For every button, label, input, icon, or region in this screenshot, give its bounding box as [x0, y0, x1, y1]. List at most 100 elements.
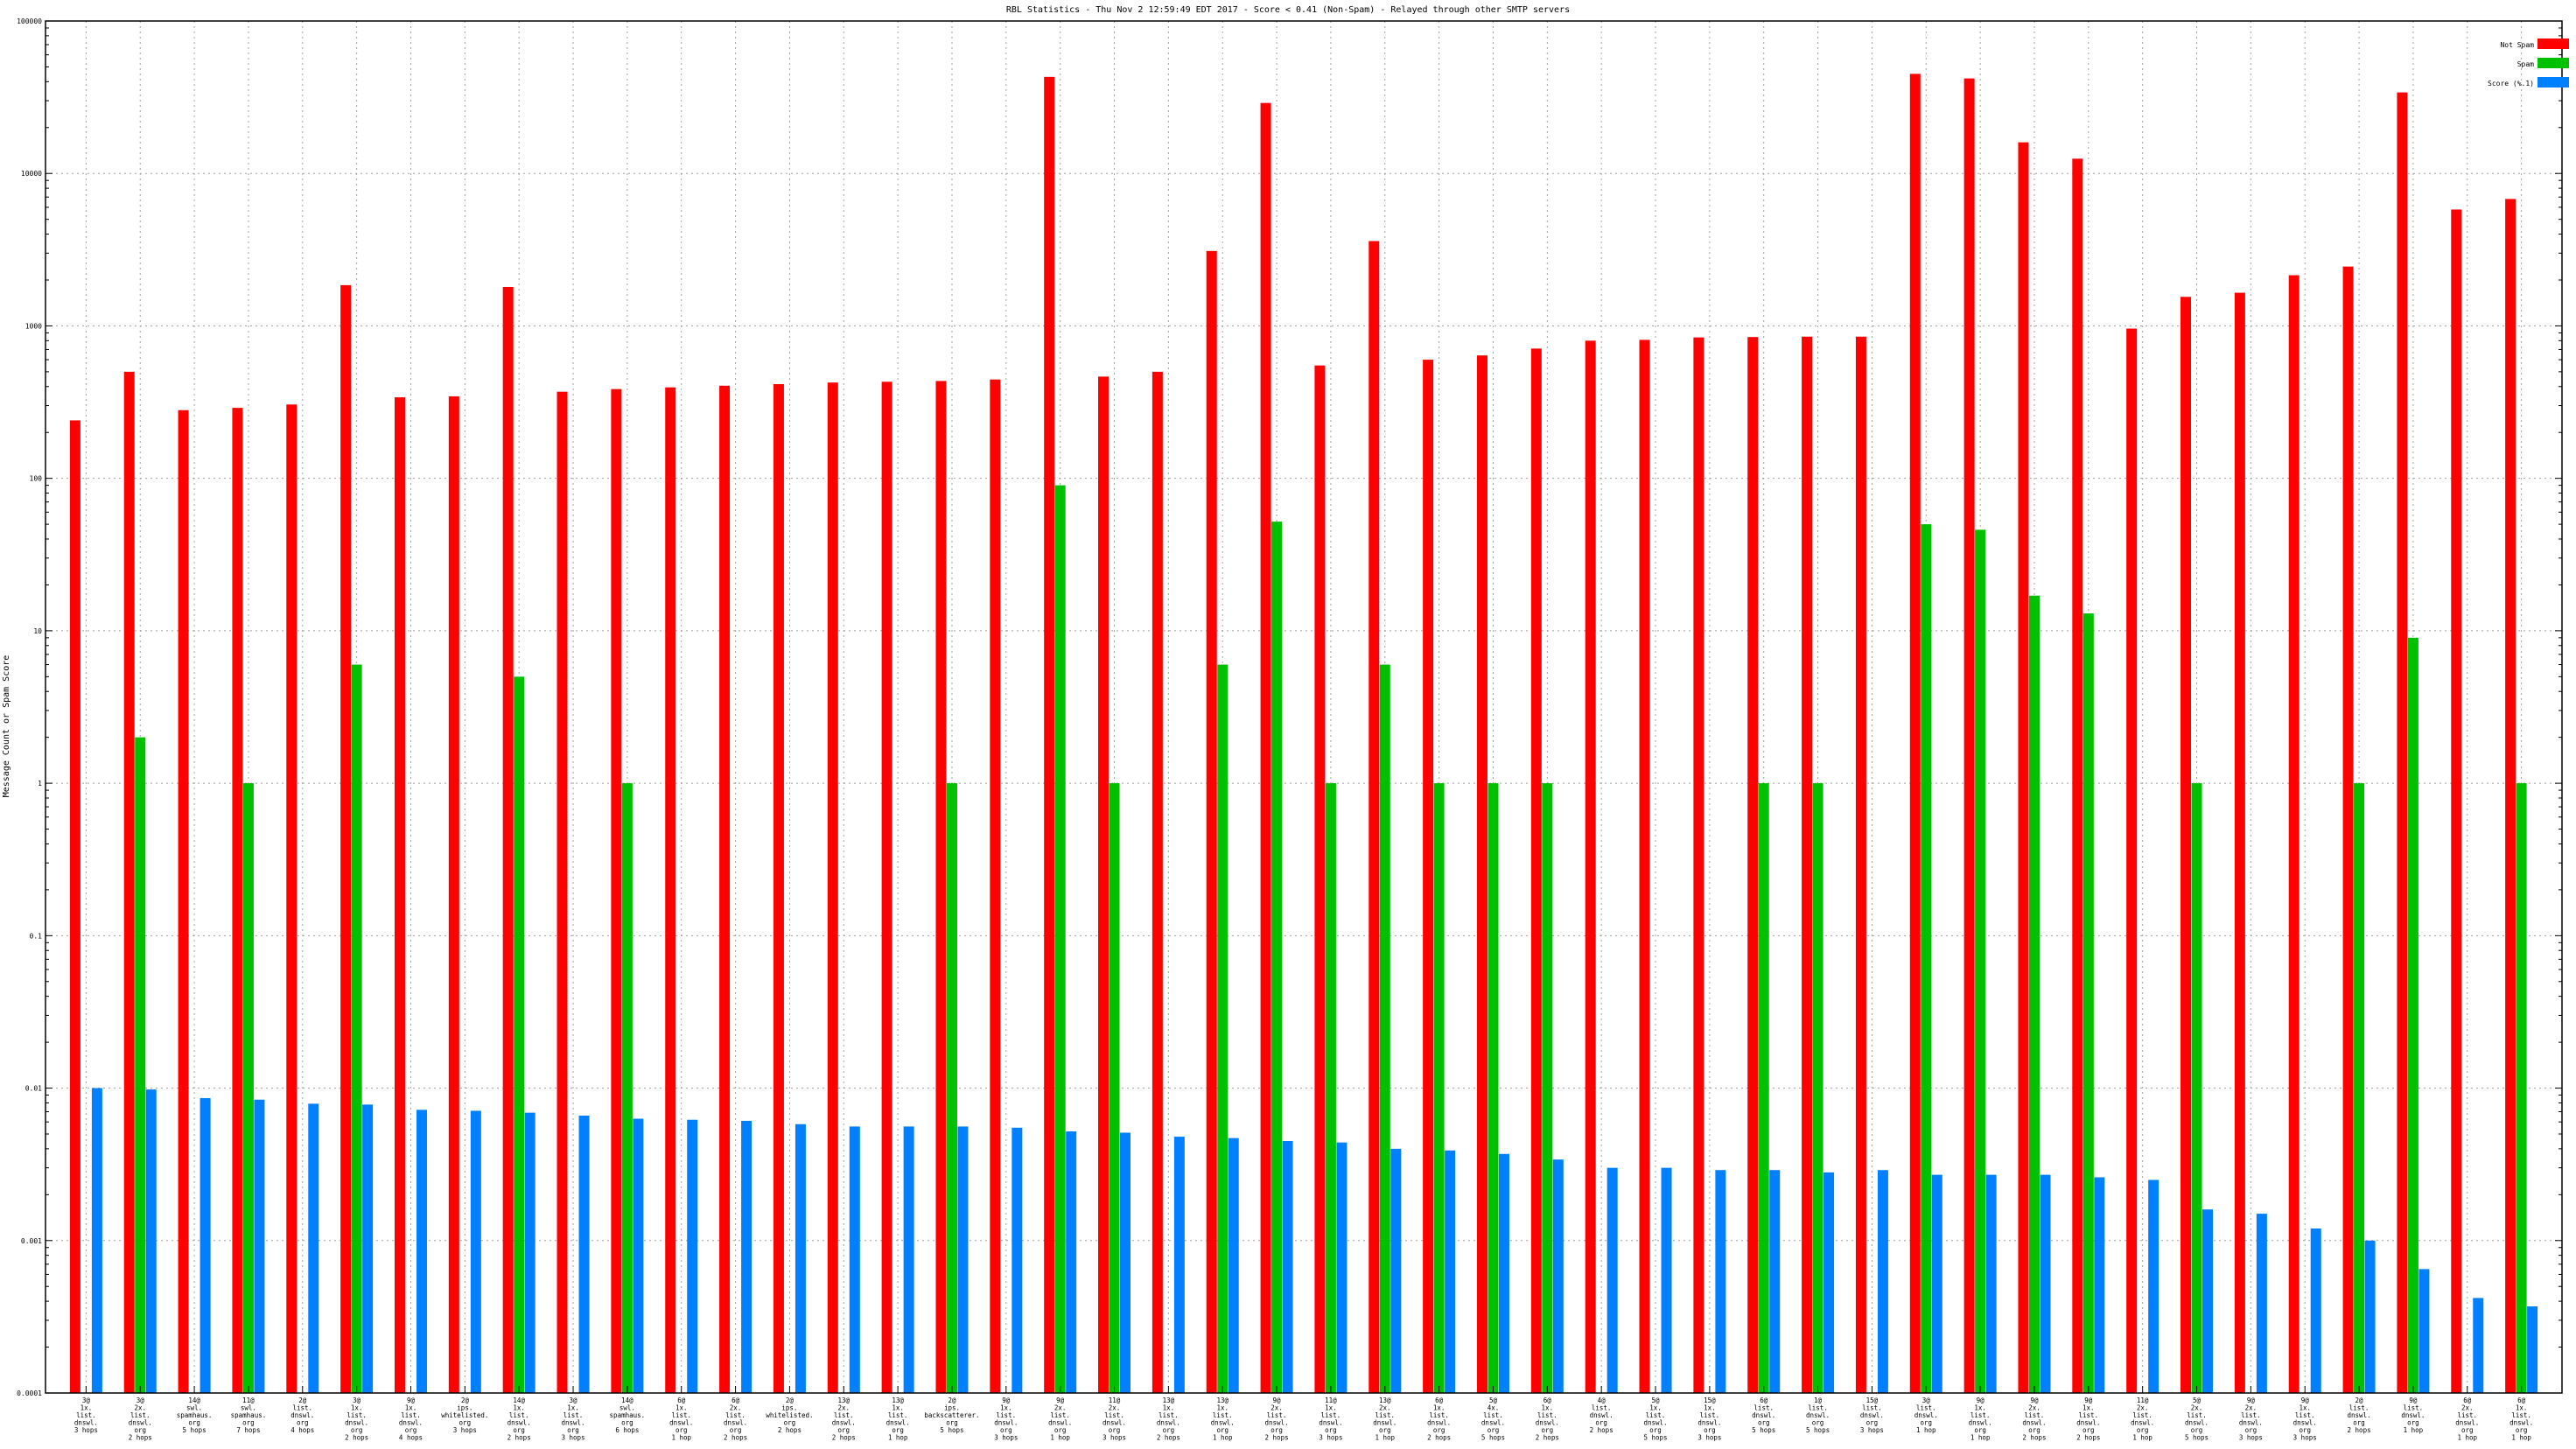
bar-not-spam — [1855, 336, 1866, 1394]
x-tick-label: 9@ 1x. list. dnswl. org 3 hops — [2293, 1396, 2317, 1442]
bar-score-1 — [1552, 1159, 1564, 1393]
bar-spam — [1758, 783, 1769, 1393]
bar-score-1 — [1445, 1150, 1456, 1393]
bar-spam — [2082, 613, 2094, 1393]
x-tick-label: 2@ list. dnswl. org 4 hops — [290, 1396, 314, 1434]
x-tick-label: 11@ 1x. list. dnswl. org 3 hops — [1319, 1396, 1342, 1442]
bar-spam — [2028, 595, 2040, 1393]
x-tick-label: 1@ list. dnswl. org 5 hops — [1806, 1396, 1830, 1434]
x-tick-label: 14@ swl. spamhaus. org 6 hops — [610, 1396, 646, 1434]
bar-score-1 — [633, 1118, 644, 1393]
bar-not-spam — [935, 381, 947, 1394]
bar-score-1 — [957, 1126, 969, 1393]
bar-score-1 — [1390, 1148, 1402, 1393]
bar-score-1 — [2310, 1228, 2321, 1393]
x-tick-label: 13@ 1x. list. dnswl. org 1 hop — [886, 1396, 910, 1442]
bar-score-1 — [794, 1124, 806, 1393]
bar-score-1 — [91, 1088, 102, 1393]
bar-score-1 — [578, 1115, 590, 1393]
bar-score-1 — [741, 1120, 752, 1393]
bars — [69, 74, 2538, 1394]
bar-not-spam — [773, 383, 784, 1393]
axis-ticks: 0.0001 0.001 0.01 0.1 1 10 100 1000 10000 100000 3… — [17, 18, 2562, 1442]
x-tick-label: 9@ list. dnswl. org 1 hop — [2401, 1396, 2425, 1434]
bar-not-spam — [1314, 365, 1326, 1393]
bar-not-spam — [990, 379, 1001, 1393]
x-tick-label: 9@ 1x. list. dnswl. org 2 hops — [2076, 1396, 2100, 1442]
bar-spam — [1488, 783, 1499, 1393]
bar-score-1 — [2527, 1306, 2538, 1393]
x-tick-label: 5@ 1x. list. dnswl. org 5 hops — [1643, 1396, 1667, 1442]
chart-title: RBL Statistics - Thu Nov 2 12:59:49 EDT … — [1006, 5, 1570, 15]
bar-not-spam — [2342, 266, 2354, 1393]
bar-spam — [1325, 783, 1336, 1393]
bar-spam — [1271, 522, 1283, 1393]
y-tick-label: 10 — [33, 627, 42, 635]
y-tick-label: 10000 — [21, 170, 42, 178]
bar-spam — [2354, 783, 2365, 1393]
bar-spam — [351, 664, 362, 1393]
x-tick-label: 13@ 1x. list. dnswl. org 1 hop — [1211, 1396, 1235, 1442]
y-tick-label: 0.01 — [25, 1085, 42, 1093]
bar-score-1 — [1985, 1174, 1997, 1393]
x-tick-label: 3@ 1x. list. dnswl. 3 hops — [74, 1396, 98, 1434]
x-tick-label: 6@ 2x. list. dnswl. org 1 hop — [2455, 1396, 2479, 1442]
bar-not-spam — [448, 396, 459, 1394]
bar-not-spam — [1260, 102, 1271, 1393]
bar-spam — [2516, 783, 2527, 1393]
bar-not-spam — [2451, 209, 2462, 1393]
x-tick-label: 9@ 2x. list. dnswl. org 1 hop — [1048, 1396, 1072, 1442]
bar-not-spam — [665, 387, 676, 1393]
x-tick-label: 13@ 2x. list. dnswl. org 1 hop — [1373, 1396, 1396, 1442]
bar-not-spam — [178, 410, 189, 1393]
bar-score-1 — [1715, 1170, 1726, 1393]
bar-spam — [2191, 783, 2202, 1393]
x-tick-label: 15@ 1x. list. dnswl. org 3 hops — [1698, 1396, 1721, 1442]
bar-not-spam — [556, 391, 568, 1393]
bar-score-1 — [1769, 1170, 1781, 1393]
legend-swatch — [2538, 58, 2569, 68]
bar-not-spam — [2288, 275, 2300, 1394]
bar-score-1 — [1931, 1174, 1942, 1393]
bar-score-1 — [1606, 1167, 1618, 1393]
bar-spam — [242, 783, 254, 1393]
bar-not-spam — [2505, 199, 2516, 1394]
y-tick-label: 0.001 — [21, 1237, 42, 1245]
bar-not-spam — [2180, 297, 2192, 1393]
y-tick-label: 0.1 — [30, 932, 43, 940]
x-tick-label: 11@ 2x. list. dnswl. org 1 hop — [2131, 1396, 2154, 1442]
bar-score-1 — [200, 1097, 211, 1393]
bar-not-spam — [719, 385, 731, 1394]
bar-not-spam — [1098, 376, 1110, 1393]
bar-score-1 — [2094, 1177, 2105, 1393]
x-tick-label: 6@ 1x. list. dnswl. org 1 hop — [669, 1396, 693, 1442]
bar-not-spam — [394, 397, 405, 1393]
plot-frame — [45, 20, 2563, 1394]
bar-spam — [946, 783, 957, 1393]
bar-spam — [1433, 783, 1445, 1393]
x-tick-label: 6@ 1x. list. dnswl. org 2 hops — [1536, 1396, 1559, 1442]
x-tick-label: 6@ 1x. list. dnswl. org 2 hops — [1427, 1396, 1451, 1442]
bar-spam — [1812, 783, 1824, 1393]
bar-spam — [1054, 485, 1066, 1393]
bar-not-spam — [123, 371, 135, 1393]
bar-not-spam — [232, 408, 243, 1393]
bar-score-1 — [1824, 1172, 1835, 1393]
bar-not-spam — [69, 420, 80, 1393]
bar-score-1 — [2148, 1180, 2160, 1393]
bar-score-1 — [254, 1099, 265, 1393]
bar-score-1 — [687, 1119, 698, 1393]
bar-not-spam — [1423, 360, 1434, 1393]
x-tick-label: 3@ 1x. list. dnswl. org 3 hops — [561, 1396, 584, 1442]
bar-not-spam — [1152, 371, 1163, 1393]
x-tick-label: 9@ 2x. list. dnswl. org 3 hops — [2239, 1396, 2263, 1442]
bar-score-1 — [362, 1104, 374, 1393]
bar-not-spam — [2072, 158, 2083, 1393]
bar-score-1 — [1120, 1132, 1131, 1393]
bar-score-1 — [2418, 1269, 2430, 1393]
x-tick-label: 2@ list. dnswl. org 2 hops — [2348, 1396, 2371, 1434]
bar-spam — [621, 783, 633, 1393]
y-tick-label: 100000 — [17, 18, 42, 25]
bar-not-spam — [1368, 241, 1380, 1394]
